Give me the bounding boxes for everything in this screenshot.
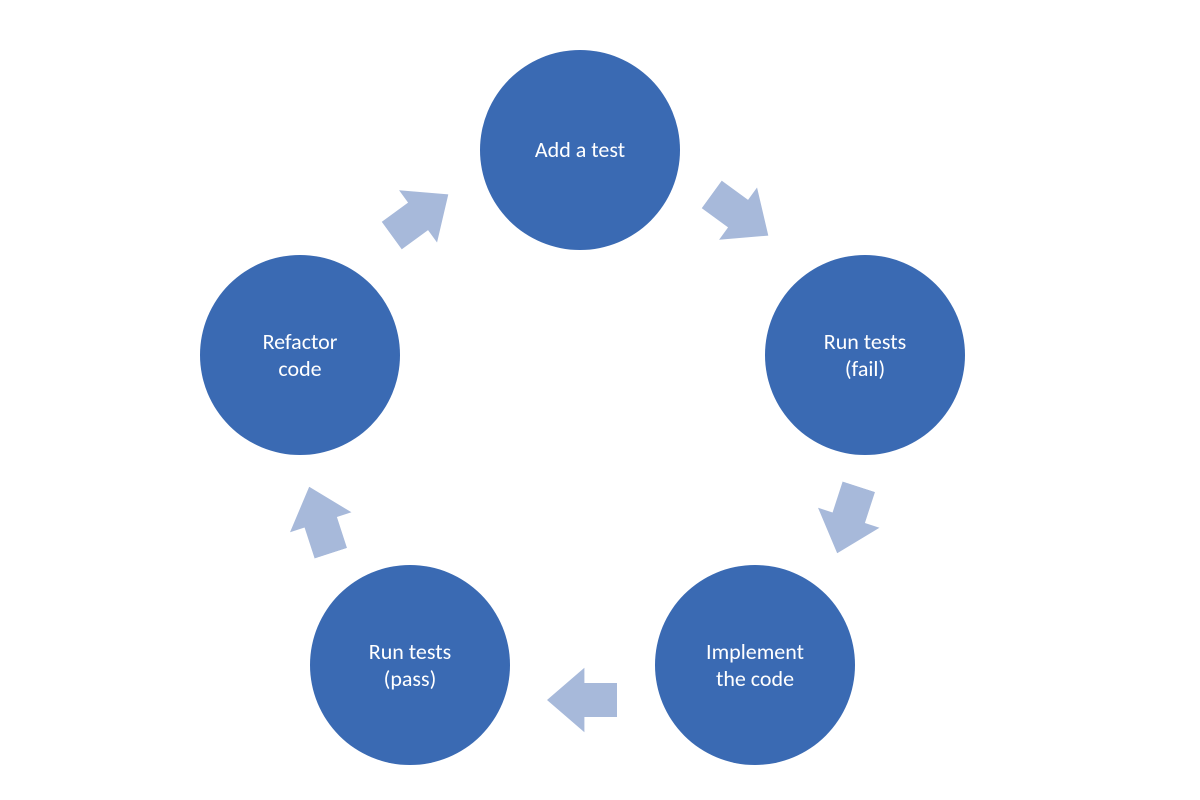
cycle-node-label: Run tests (pass)	[369, 638, 451, 693]
cycle-arrow	[372, 167, 469, 263]
cycle-arrow	[805, 476, 891, 564]
cycle-arrow	[277, 476, 363, 564]
cycle-node-label: Run tests (fail)	[824, 328, 906, 383]
cycle-node: Run tests (pass)	[310, 565, 510, 765]
cycle-node-label: Refactor code	[263, 328, 338, 383]
cycle-node-label: Add a test	[535, 136, 625, 164]
cycle-diagram: Add a test Run tests (fail) Implement the …	[0, 0, 1200, 800]
cycle-node-label: Implement the code	[706, 638, 804, 693]
cycle-node: Add a test	[480, 50, 680, 250]
cycle-node: Run tests (fail)	[765, 255, 965, 455]
cycle-arrow	[692, 167, 789, 263]
cycle-arrow	[547, 666, 617, 734]
cycle-node: Refactor code	[200, 255, 400, 455]
cycle-node: Implement the code	[655, 565, 855, 765]
